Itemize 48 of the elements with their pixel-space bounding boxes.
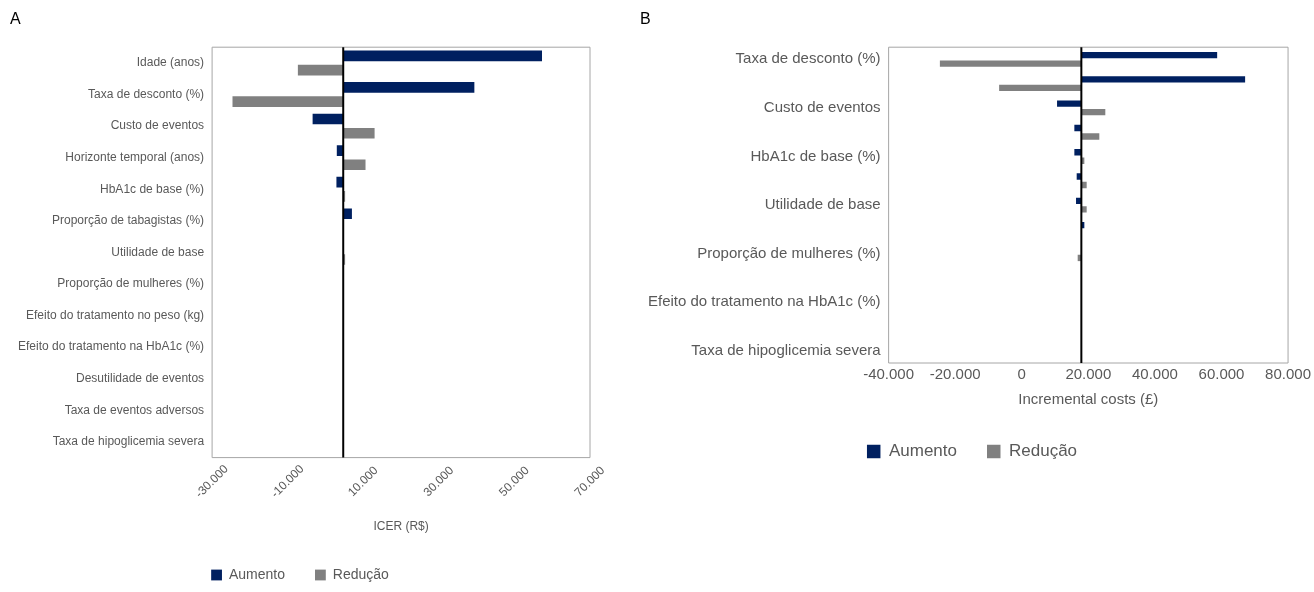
y-tick-label: Taxa de hipoglicemia severa xyxy=(52,434,205,449)
y-tick-label: Proporção de mulheres (%) xyxy=(697,243,881,261)
y-tick-label: Efeito do tratamento na HbA1c (%) xyxy=(18,339,205,354)
bar xyxy=(1081,133,1100,140)
bar xyxy=(343,127,375,139)
text: B xyxy=(640,10,651,28)
y-tick-label: Efeito do tratamento na HbA1c (%) xyxy=(647,292,881,310)
bar xyxy=(343,82,475,93)
text: A xyxy=(10,10,21,28)
bar xyxy=(1081,76,1246,83)
y-tick-label: Utilidade de base xyxy=(764,195,881,213)
bar xyxy=(232,96,344,107)
x-tick-label: 40.000 xyxy=(1131,365,1178,383)
bar xyxy=(297,64,344,76)
x-tick-label: 0 xyxy=(1017,365,1026,383)
y-tick-label: Idade (anos) xyxy=(136,55,205,70)
x-tick-label: 80.000 xyxy=(1265,365,1312,383)
y-tick-label: Proporção de mulheres (%) xyxy=(57,276,205,291)
bar xyxy=(1081,108,1106,116)
legend-label: Redução xyxy=(1009,441,1078,461)
y-tick-label: Taxa de desconto (%) xyxy=(88,86,205,101)
y-tick-label: Custo de eventos xyxy=(763,98,881,116)
legend-label: Redução xyxy=(332,565,390,582)
y-tick-label: Proporção de tabagistas (%) xyxy=(52,213,205,228)
bar xyxy=(1081,51,1218,59)
x-axis-title: Incremental costs (£) xyxy=(1018,390,1159,408)
y-tick-label: Taxa de hipoglicemia severa xyxy=(691,340,882,358)
bar xyxy=(939,60,1082,67)
y-tick-label: HbA1c de base (%) xyxy=(750,146,881,164)
y-tick-label: Efeito do tratamento no peso (kg) xyxy=(25,307,205,322)
legend-label: Aumento xyxy=(888,441,957,461)
x-tick-label: -20.000 xyxy=(929,365,981,383)
bar xyxy=(343,159,366,171)
x-axis-title: ICER (R$) xyxy=(373,519,429,534)
x-tick-label: 60.000 xyxy=(1198,365,1245,383)
legend-label: Aumento xyxy=(228,565,286,582)
y-tick-label: Horizonte temporal (anos) xyxy=(65,150,205,164)
bar xyxy=(999,84,1082,92)
bar xyxy=(1057,100,1082,107)
x-tick-label: 20.000 xyxy=(1065,365,1112,383)
x-tick-label: -40.000 xyxy=(863,365,915,383)
y-tick-label: Taxa de desconto (%) xyxy=(735,49,881,67)
y-tick-label: Desutilidade de eventos xyxy=(76,370,205,385)
y-tick-label: Utilidade de base xyxy=(111,244,205,259)
y-tick-label: Custo de eventos xyxy=(110,118,205,133)
y-tick-label: Taxa de eventos adversos xyxy=(64,402,205,417)
y-tick-label: HbA1c de base (%) xyxy=(100,181,205,196)
bar xyxy=(343,50,543,62)
